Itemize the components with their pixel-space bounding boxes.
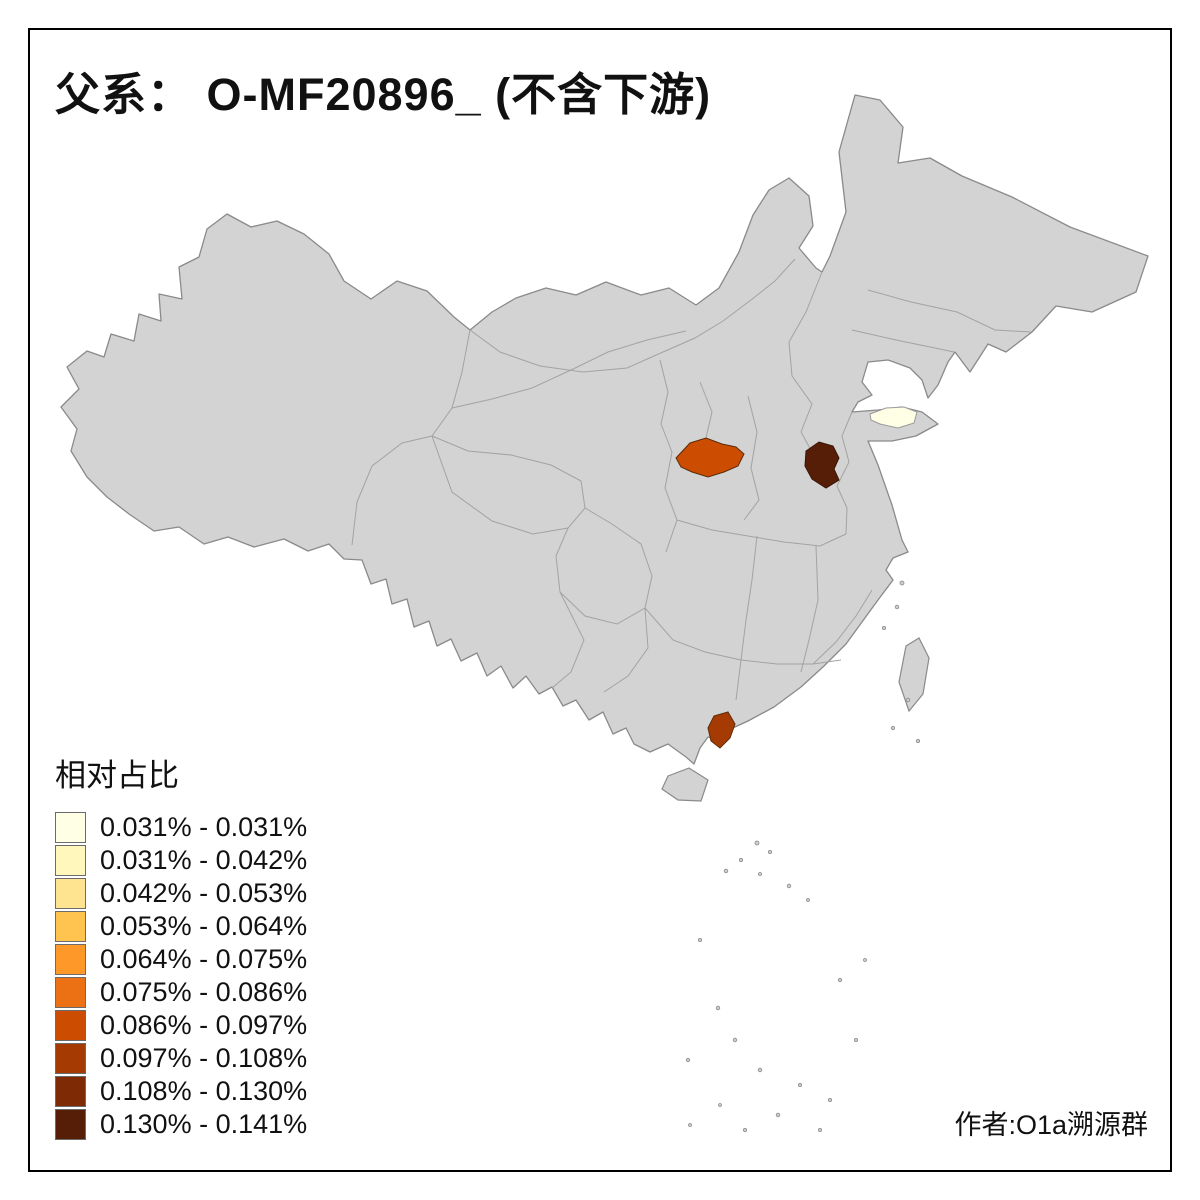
legend: 相对占比 0.031% - 0.031% 0.031% - 0.042% 0.0… [55, 750, 307, 1141]
legend-item: 0.031% - 0.031% [55, 811, 307, 844]
island-speck [732, 1037, 738, 1043]
legend-swatch [55, 1010, 86, 1041]
island-speck [775, 1112, 781, 1118]
legend-swatch [55, 845, 86, 876]
island-speck [899, 580, 905, 586]
province-border [851, 329, 955, 353]
province-border [735, 535, 758, 701]
legend-swatch [55, 878, 86, 909]
island-speck [838, 978, 843, 983]
highlight-region-central [675, 437, 745, 478]
island-speck [894, 604, 900, 610]
island-speck [743, 1128, 748, 1133]
highlight-region-south [707, 711, 736, 749]
legend-label: 0.130% - 0.141% [100, 1109, 308, 1139]
hainan-island [661, 767, 709, 802]
legend-label: 0.075% - 0.086% [100, 977, 308, 1007]
province-border [836, 411, 853, 535]
island-speck [723, 868, 729, 874]
province-border [555, 507, 653, 625]
china-mainland [60, 94, 1149, 765]
province-borders [351, 258, 1032, 701]
island-speck [905, 697, 911, 703]
legend-item: 0.064% - 0.075% [55, 943, 307, 976]
island-speck [916, 739, 921, 744]
author-credit: 作者:O1a溯源群 [954, 1110, 1148, 1140]
highlight-region-dark [804, 441, 840, 489]
island-speck [686, 1058, 691, 1063]
island-speck [715, 1005, 721, 1011]
legend-label: 0.042% - 0.053% [100, 878, 308, 908]
legend-title: 相对占比 [55, 758, 179, 793]
legend-swatch [55, 1043, 86, 1074]
legend-item: 0.075% - 0.086% [55, 976, 307, 1009]
island-speck [806, 898, 810, 902]
legend-swatch [55, 977, 86, 1008]
legend-swatch [55, 911, 86, 942]
island-speck [754, 840, 760, 846]
island-speck [798, 1083, 803, 1088]
province-border [431, 435, 586, 535]
province-border [603, 607, 649, 693]
legend-item: 0.108% - 0.130% [55, 1075, 307, 1108]
province-border [469, 258, 796, 373]
island-speck [863, 958, 867, 962]
island-speck [786, 883, 792, 889]
island-speck [768, 850, 773, 855]
province-border [699, 381, 713, 443]
legend-swatch [55, 1109, 86, 1140]
province-border [743, 395, 760, 521]
island-speck [882, 626, 887, 631]
province-border [351, 329, 471, 546]
province-border [812, 589, 873, 665]
island-speck [739, 858, 744, 863]
province-border [800, 545, 819, 673]
province-border [431, 435, 586, 509]
legend-label: 0.086% - 0.097% [100, 1010, 308, 1040]
highlight-region-pale [869, 406, 918, 429]
page-title: 父系： O-MF20896_ (不含下游) [55, 69, 712, 120]
legend-item: 0.130% - 0.141% [55, 1108, 307, 1141]
legend-label: 0.031% - 0.042% [100, 845, 308, 875]
legend-item: 0.053% - 0.064% [55, 910, 307, 943]
island-speck [698, 938, 703, 943]
legend-label: 0.031% - 0.031% [100, 812, 308, 842]
province-border [551, 591, 585, 689]
taiwan-island [898, 637, 930, 713]
island-speck [758, 872, 762, 876]
island-speck [818, 1128, 823, 1133]
legend-item: 0.031% - 0.042% [55, 844, 307, 877]
sea-island-specks [686, 580, 921, 1133]
island-speck [718, 1103, 722, 1107]
legend-item: 0.097% - 0.108% [55, 1042, 307, 1075]
island-speck [828, 1098, 833, 1103]
province-border [788, 271, 823, 453]
island-speck [688, 1123, 692, 1127]
legend-label: 0.064% - 0.075% [100, 944, 308, 974]
legend-swatch [55, 1076, 86, 1107]
island-speck [854, 1038, 859, 1043]
legend-label: 0.108% - 0.130% [100, 1076, 308, 1106]
legend-swatch [55, 944, 86, 975]
legend-item: 0.042% - 0.053% [55, 877, 307, 910]
province-border [676, 519, 847, 547]
legend-label: 0.053% - 0.064% [100, 911, 308, 941]
province-border [867, 289, 1032, 333]
legend-swatch [55, 812, 86, 843]
legend-item: 0.086% - 0.097% [55, 1009, 307, 1042]
legend-label: 0.097% - 0.108% [100, 1043, 308, 1073]
island-speck [757, 1067, 763, 1073]
island-speck [891, 726, 896, 731]
